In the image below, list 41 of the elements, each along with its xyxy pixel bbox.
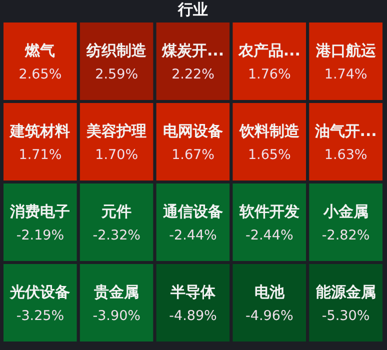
data-label: -5.30%	[322, 308, 370, 324]
category-label: 燃气	[24, 41, 56, 60]
category-label: 半导体	[170, 282, 216, 301]
category-label: 软件开发	[238, 202, 300, 220]
data-label: -2.32%	[92, 227, 141, 244]
data-label: -2.44%	[169, 227, 218, 244]
data-label: -2.44%	[246, 227, 294, 244]
data-label: -2.19%	[16, 227, 64, 244]
data-label: 1.74%	[324, 66, 368, 82]
data-label: 2.59%	[95, 66, 138, 82]
data-label: 1.67%	[172, 146, 215, 163]
category-label: 建筑材料	[9, 122, 70, 140]
category-label: 美容护理	[86, 122, 147, 140]
data-label: 1.71%	[18, 146, 62, 163]
data-label: -2.82%	[322, 227, 370, 244]
category-label: 电池	[254, 282, 286, 301]
data-label: -4.89%	[169, 308, 218, 324]
category-label: 电网设备	[163, 122, 223, 140]
text: 行业	[177, 0, 208, 18]
data-label: 1.76%	[248, 66, 292, 82]
category-label: 煤炭开...	[160, 41, 224, 60]
data-label: -3.25%	[16, 308, 64, 324]
category-label: 港口航运	[314, 41, 377, 60]
category-label: 饮料制造	[238, 122, 300, 140]
category-label: 油气开...	[314, 122, 377, 140]
category-label: 小金属	[322, 202, 368, 220]
category-label: 能源金属	[316, 282, 376, 301]
category-label: 消费电子	[9, 202, 70, 220]
data-label: 1.70%	[95, 146, 138, 163]
data-label: -4.96%	[246, 308, 294, 324]
data-label: 1.65%	[248, 146, 292, 163]
data-label: 2.22%	[172, 66, 215, 82]
category-label: 农产品...	[237, 41, 300, 60]
category-label: 贵金属	[93, 282, 140, 301]
category-label: 纺织制造	[86, 41, 148, 60]
category-label: 光伏设备	[9, 282, 70, 301]
data-label: -3.90%	[92, 308, 141, 324]
data-label: 2.65%	[18, 66, 62, 82]
data-label: 1.63%	[324, 146, 368, 163]
category-label: 通信设备	[162, 202, 223, 220]
category-label: 元件	[100, 202, 132, 220]
